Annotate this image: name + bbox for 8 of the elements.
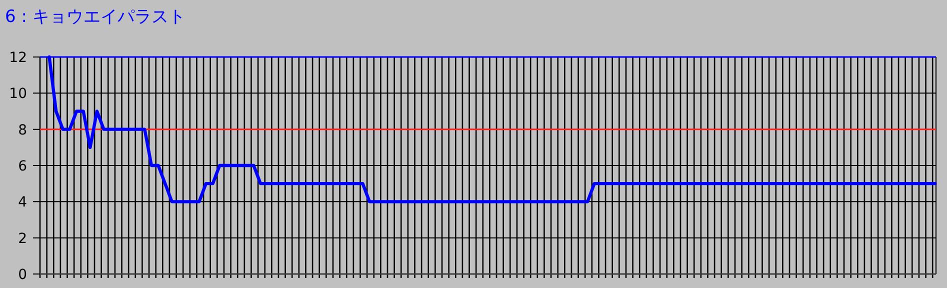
y-tick-label: 4 (18, 194, 28, 211)
y-tick-label: 12 (9, 50, 27, 66)
y-tick-label: 8 (18, 122, 27, 138)
y-tick-label: 2 (18, 230, 27, 247)
y-tick-label: 10 (9, 86, 27, 102)
chart-title: 6 : キョウエイパラスト (5, 7, 186, 27)
y-tick-label: 0 (18, 267, 27, 283)
y-tick-label: 6 (18, 158, 28, 174)
